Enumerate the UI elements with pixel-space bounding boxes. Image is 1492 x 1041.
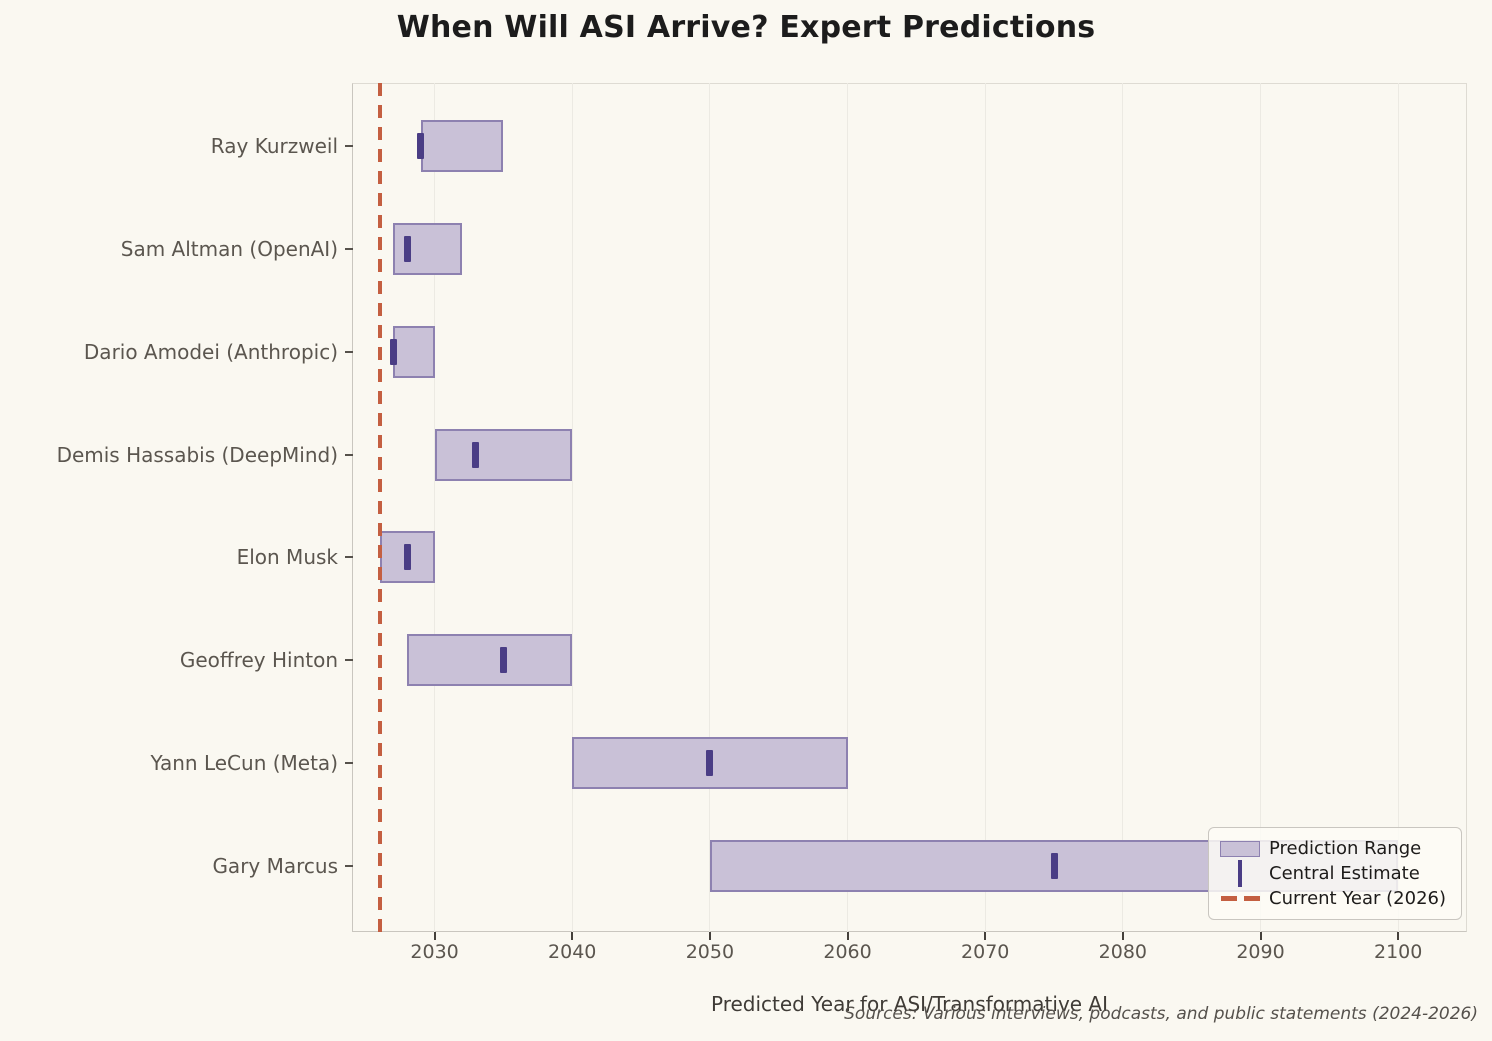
prediction-bar-geoffrey-hinton (407, 634, 573, 687)
y-tick-dario-amodei-anthropic (345, 350, 353, 353)
gridline-2040 (571, 83, 573, 932)
y-label-gary-marcus: Gary Marcus (212, 853, 338, 878)
x-tick-2040 (571, 932, 574, 940)
x-tick-2030 (433, 932, 436, 940)
legend-label-prediction-range: Prediction Range (1269, 838, 1422, 859)
central-estimate-yann-lecun-meta (706, 750, 714, 777)
y-label-demis-hassabis-deepmind: Demis Hassabis (DeepMind) (56, 442, 338, 467)
source-note: Sources: Various interviews, podcasts, a… (844, 1004, 1478, 1024)
x-tick-2090 (1259, 932, 1262, 940)
plot-area (352, 83, 1467, 932)
y-label-geoffrey-hinton: Geoffrey Hinton (179, 648, 338, 673)
prediction-bar-elon-musk (379, 531, 435, 584)
x-tick-label-2100: 2100 (1373, 941, 1423, 963)
y-tick-demis-hassabis-deepmind (345, 453, 353, 456)
gridline-2070 (984, 83, 986, 932)
y-label-dario-amodei-anthropic: Dario Amodei (Anthropic) (83, 339, 338, 364)
central-estimate-geoffrey-hinton (499, 647, 507, 674)
central-estimate-elon-musk (403, 544, 411, 571)
x-tick-label-2040: 2040 (548, 941, 597, 963)
gridline-2080 (1122, 83, 1124, 932)
x-tick-label-2090: 2090 (1236, 941, 1285, 963)
y-label-elon-musk: Elon Musk (236, 545, 338, 570)
y-label-sam-altman-openai: Sam Altman (OpenAI) (120, 236, 338, 261)
legend-item-prediction-range: Prediction Range (1219, 836, 1449, 861)
range-patch-icon (1219, 840, 1261, 857)
central-estimate-demis-hassabis-deepmind (472, 441, 480, 468)
central-line-icon (1219, 860, 1261, 887)
legend-item-current-year: Current Year (2026) (1219, 886, 1449, 911)
x-axis-label: Predicted Year for ASI/Transformative AI (710, 992, 1109, 1016)
y-tick-sam-altman-openai (345, 247, 353, 250)
central-estimate-ray-kurzweil (417, 133, 425, 159)
x-tick-2060 (846, 932, 849, 940)
current-year-line (377, 83, 382, 932)
x-tick-label-2080: 2080 (1098, 941, 1148, 963)
y-tick-yann-lecun-meta (345, 762, 353, 765)
central-estimate-dario-amodei-anthropic (389, 338, 397, 365)
chart-title: When Will ASI Arrive? Expert Predictions (396, 10, 1096, 45)
y-tick-ray-kurzweil (345, 145, 353, 147)
central-estimate-gary-marcus (1050, 852, 1058, 879)
y-tick-geoffrey-hinton (345, 659, 353, 662)
x-tick-2080 (1121, 932, 1124, 940)
y-tick-elon-musk (345, 556, 353, 559)
gridline-2090 (1260, 83, 1262, 932)
legend: Prediction Range Central Estimate Curren… (1208, 827, 1462, 920)
y-label-yann-lecun-meta: Yann LeCun (Meta) (150, 751, 338, 776)
x-tick-2070 (984, 932, 987, 940)
dashed-line-icon (1219, 896, 1261, 901)
legend-item-central-estimate: Central Estimate (1219, 860, 1449, 887)
gridline-2100 (1397, 83, 1399, 932)
legend-label-central-estimate: Central Estimate (1269, 863, 1420, 884)
prediction-bar-dario-amodei-anthropic (393, 325, 435, 378)
x-tick-label-2050: 2050 (685, 941, 735, 963)
prediction-bar-ray-kurzweil (420, 120, 504, 172)
gridline-2060 (847, 83, 849, 932)
x-tick-2050 (708, 932, 711, 940)
x-tick-2100 (1397, 932, 1400, 940)
y-tick-gary-marcus (345, 864, 353, 867)
x-tick-label-2060: 2060 (823, 941, 872, 963)
prediction-bar-demis-hassabis-deepmind (434, 428, 573, 481)
gridline-2050 (709, 83, 711, 932)
gridline-2030 (434, 83, 436, 932)
legend-label-current-year: Current Year (2026) (1269, 888, 1447, 909)
x-tick-label-2030: 2030 (410, 941, 459, 963)
central-estimate-sam-altman-openai (403, 235, 411, 262)
y-label-ray-kurzweil: Ray Kurzweil (210, 134, 338, 158)
x-tick-label-2070: 2070 (961, 941, 1010, 963)
